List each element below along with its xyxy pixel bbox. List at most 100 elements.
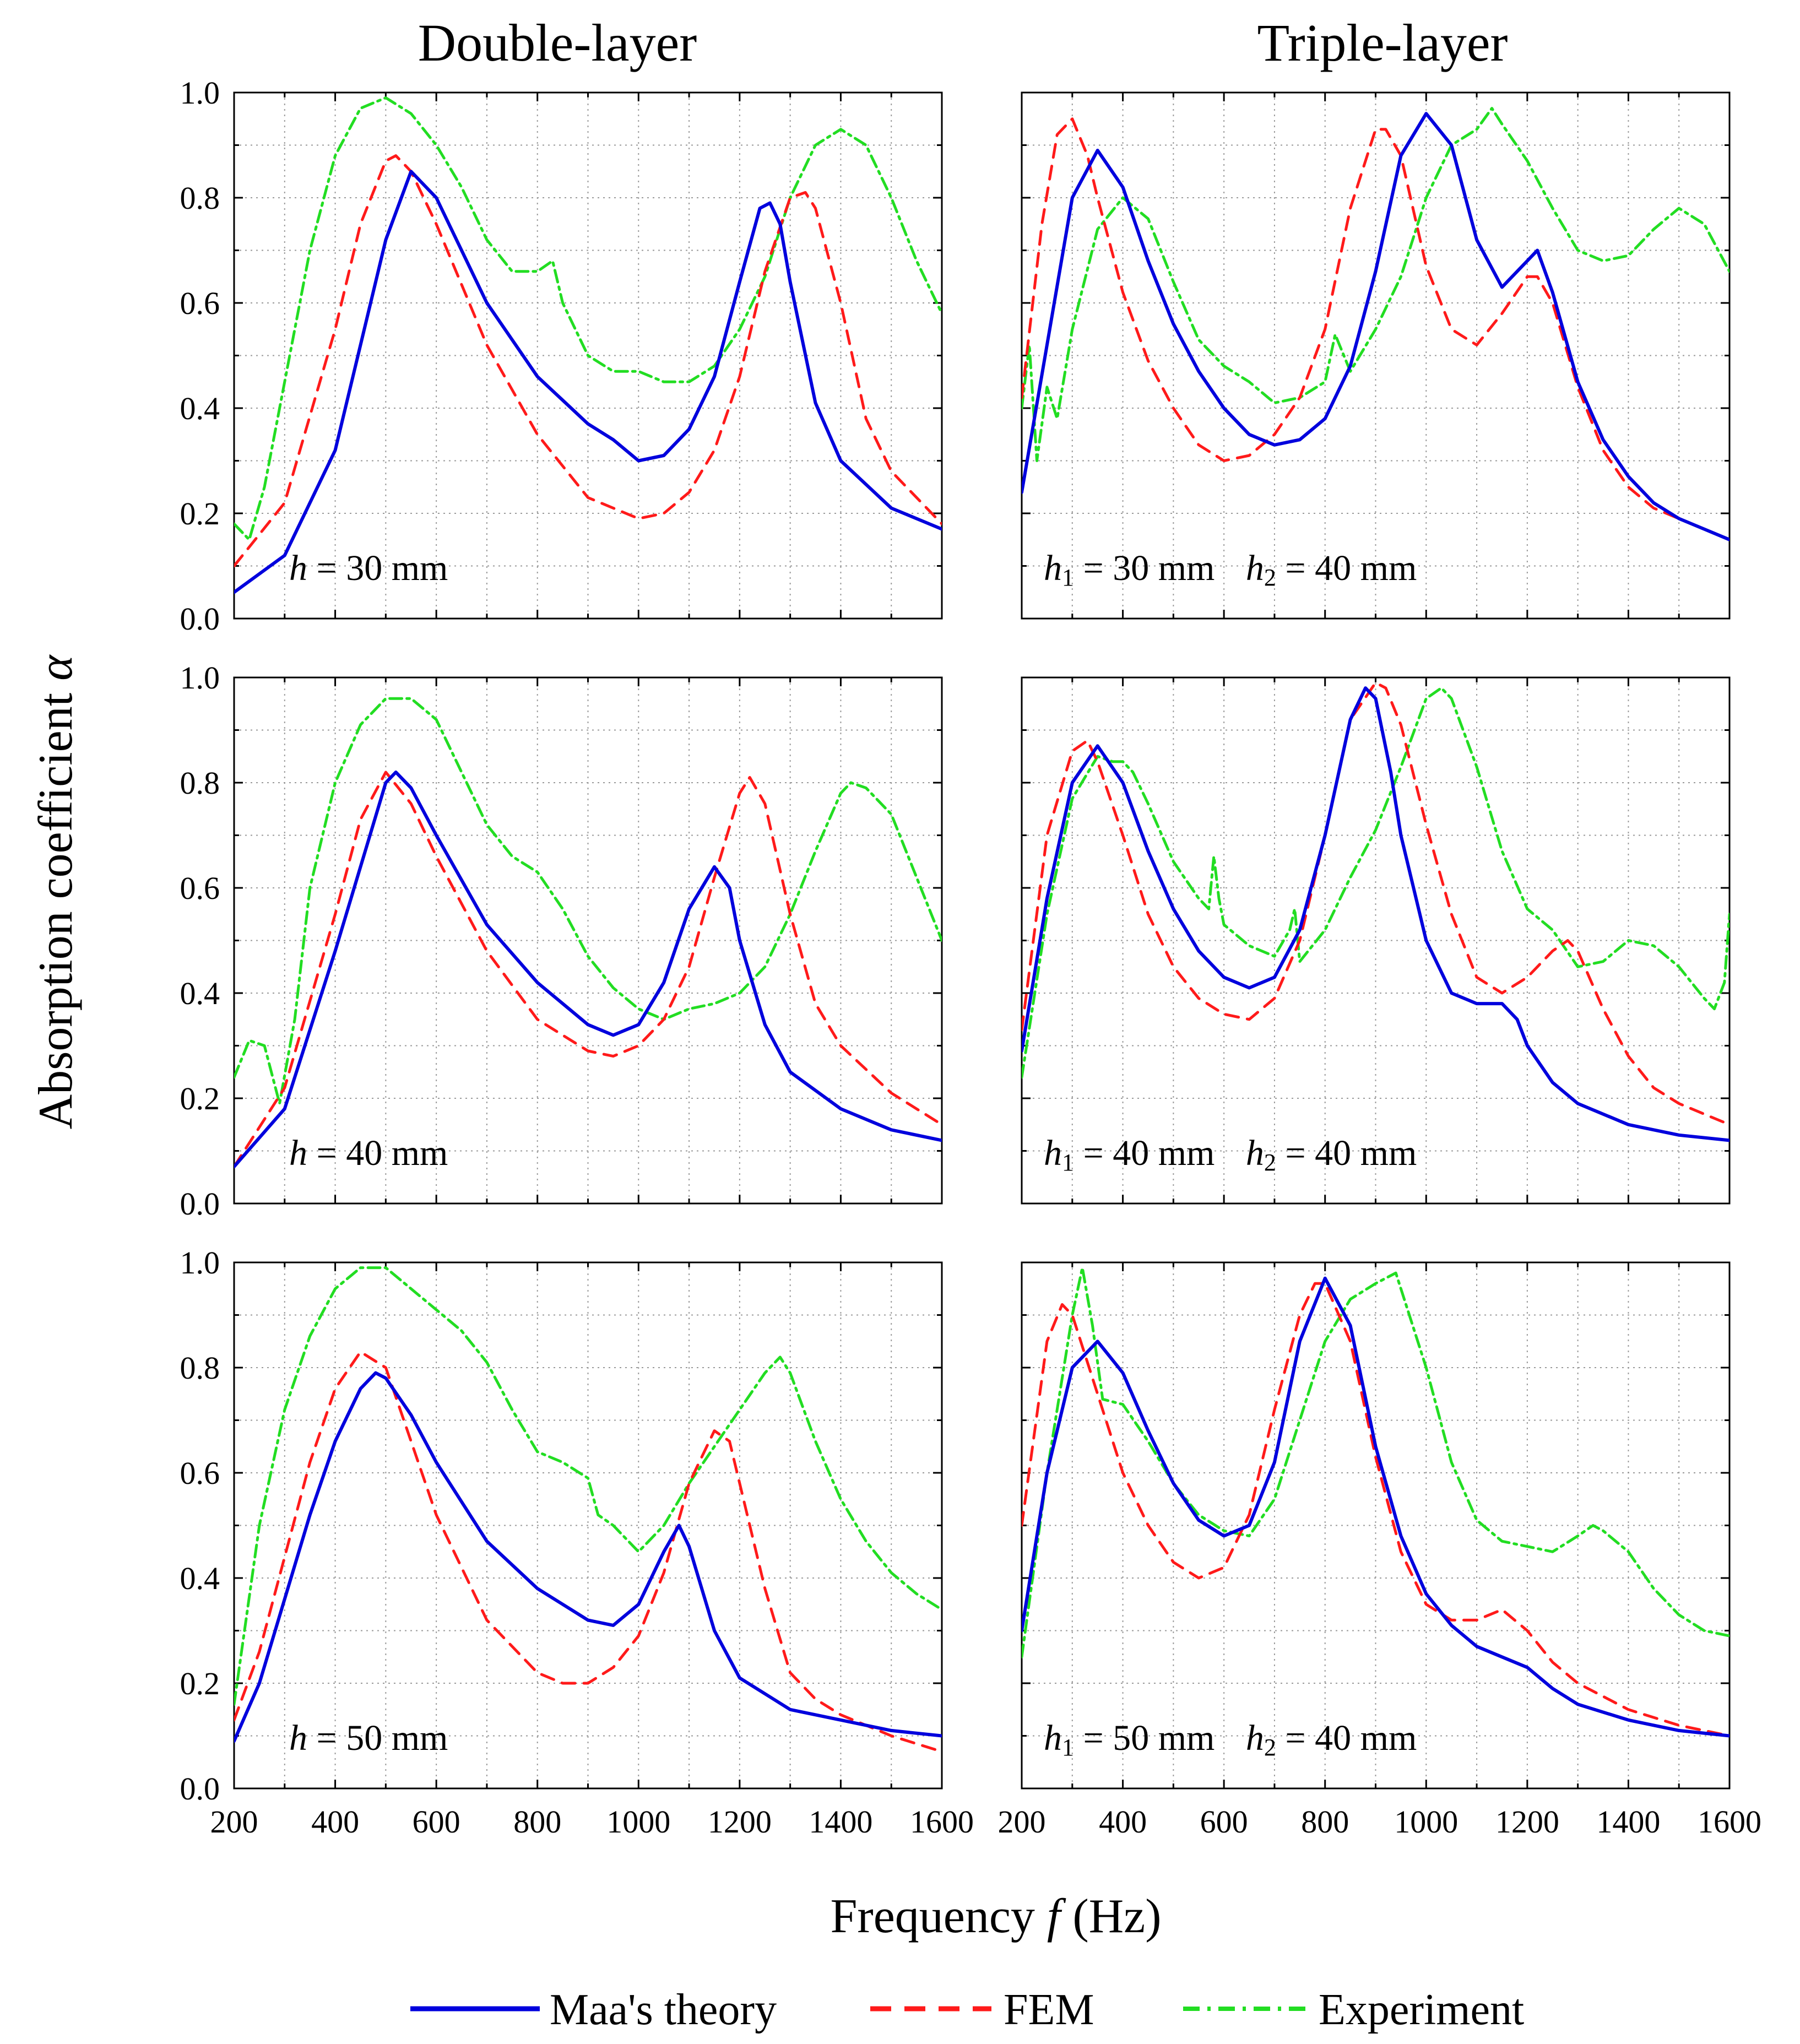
label-value: = 50 mm bbox=[307, 1718, 448, 1758]
label-subscript: 2 bbox=[1264, 1734, 1276, 1761]
y-tick-label: 0.0 bbox=[180, 1771, 220, 1807]
label-variable: h bbox=[1044, 548, 1062, 588]
x-tick-label: 1200 bbox=[1495, 1804, 1559, 1840]
label-subscript: 2 bbox=[1264, 564, 1276, 591]
label-variable: h bbox=[1246, 1133, 1264, 1173]
y-tick-label: 0.4 bbox=[180, 391, 220, 426]
label-variable: h bbox=[1246, 1718, 1264, 1758]
y-tick-label: 0.4 bbox=[180, 975, 220, 1011]
legend-item-fem: FEM bbox=[870, 1986, 1094, 2034]
label-variable: h bbox=[289, 1133, 307, 1173]
panel-parameter-label: h = 30 mm bbox=[289, 548, 448, 588]
label-value: = 40 mm bbox=[1276, 1133, 1417, 1173]
legend-item-maa: Maa's theory bbox=[410, 1986, 777, 2034]
x-tick-label: 800 bbox=[513, 1804, 561, 1840]
y-tick-label: 0.6 bbox=[180, 870, 220, 906]
series-experiment bbox=[234, 697, 942, 1105]
series-maa-s-theory bbox=[1022, 686, 1729, 1142]
x-tick-label: 1400 bbox=[1596, 1804, 1660, 1840]
series-fem bbox=[1022, 1282, 1729, 1737]
panel-double-row1: 0.0 0.2 0.4 0.6 0.8 1.0 h = 30 mm bbox=[180, 75, 943, 637]
x-tick-label: 1600 bbox=[1698, 1804, 1761, 1840]
panel-triple-row1: h1 = 30 mm h2 = 40 mm bbox=[1021, 91, 1731, 620]
x-tick-label: 200 bbox=[210, 1804, 258, 1840]
y-axis-title-main: Absorption coefficient bbox=[29, 681, 83, 1130]
series-fem bbox=[234, 771, 942, 1168]
x-tick-label: 1000 bbox=[1394, 1804, 1458, 1840]
label-value: = 40 mm bbox=[1074, 1133, 1215, 1173]
label-value: = 40 mm bbox=[307, 1133, 448, 1173]
series-experiment bbox=[1022, 107, 1729, 462]
y-axis-title-symbol: α bbox=[29, 654, 83, 681]
y-tick-label: 0.8 bbox=[180, 180, 220, 216]
series-maa-s-theory bbox=[234, 770, 942, 1169]
series-experiment bbox=[234, 96, 942, 541]
y-tick-label: 0.4 bbox=[180, 1560, 220, 1596]
y-tick-label: 0.2 bbox=[180, 496, 220, 532]
label-subscript: 1 bbox=[1062, 1149, 1074, 1176]
label-subscript: 1 bbox=[1062, 564, 1074, 591]
label-value: = 40 mm bbox=[1276, 1718, 1417, 1758]
label-subscript: 1 bbox=[1062, 1734, 1074, 1761]
legend-label-fem: FEM bbox=[1004, 1986, 1094, 2034]
label-gap bbox=[1237, 1718, 1246, 1758]
label-variable: h bbox=[1246, 548, 1264, 588]
panel-double-row3: 0.0 0.2 0.4 0.6 0.8 1.0 200 400 600 800 1000 1200 14… bbox=[180, 1245, 974, 1840]
x-axis-title: Frequency f (Hz) bbox=[830, 1890, 1161, 1943]
y-tick-label: 0.8 bbox=[180, 1350, 220, 1386]
panel-parameter-label: h1 = 50 mm h2 = 40 mm bbox=[1044, 1718, 1417, 1761]
y-tick-label: 0.6 bbox=[180, 285, 220, 321]
series-maa-s-theory bbox=[1022, 112, 1729, 541]
x-axis-title-unit: (Hz) bbox=[1060, 1890, 1161, 1943]
y-tick-label: 0.8 bbox=[180, 765, 220, 801]
x-tick-label: 1600 bbox=[910, 1804, 974, 1840]
x-tick-label: 1200 bbox=[708, 1804, 772, 1840]
series-experiment bbox=[1022, 686, 1729, 1079]
series-maa-s-theory bbox=[234, 170, 942, 594]
y-tick-label: 0.2 bbox=[180, 1081, 220, 1116]
y-tick-label: 1.0 bbox=[180, 660, 220, 696]
series-fem bbox=[234, 154, 942, 567]
y-tick-label: 0.0 bbox=[180, 1186, 220, 1222]
panel-parameter-label: h = 40 mm bbox=[289, 1133, 448, 1173]
y-axis-title: Absorption coefficient α bbox=[29, 654, 83, 1130]
series-maa-s-theory bbox=[234, 1371, 942, 1743]
panel-parameter-label: h1 = 30 mm h2 = 40 mm bbox=[1044, 548, 1417, 591]
x-tick-label: 400 bbox=[311, 1804, 359, 1840]
label-variable: h bbox=[1044, 1133, 1062, 1173]
legend-label-experiment: Experiment bbox=[1319, 1986, 1524, 2034]
x-tick-label: 600 bbox=[1200, 1804, 1248, 1840]
y-tick-label: 1.0 bbox=[180, 1245, 220, 1281]
label-value: = 30 mm bbox=[307, 548, 448, 588]
series-experiment bbox=[234, 1266, 942, 1706]
series-fem bbox=[234, 1350, 942, 1753]
x-tick-label: 200 bbox=[998, 1804, 1046, 1840]
panels: 0.00.20.40.60.81.0h = 30 mm h1 = 30 mm h2… bbox=[180, 75, 1762, 1840]
grid bbox=[1022, 1262, 1729, 1788]
label-gap bbox=[1237, 1133, 1246, 1173]
panel-double-row2: 0.0 0.2 0.4 0.6 0.8 1.0 h = 40 mm bbox=[180, 660, 943, 1222]
x-tick-label: 1400 bbox=[809, 1804, 872, 1840]
panel-parameter-label: h1 = 40 mm h2 = 40 mm bbox=[1044, 1133, 1417, 1176]
label-variable: h bbox=[1044, 1718, 1062, 1758]
y-tick-label: 0.2 bbox=[180, 1666, 220, 1701]
series-fem bbox=[1022, 681, 1729, 1126]
legend-label-maa: Maa's theory bbox=[550, 1986, 777, 2034]
label-gap bbox=[1237, 548, 1246, 588]
column-title-triple: Triple-layer bbox=[1257, 13, 1508, 72]
grid bbox=[234, 92, 942, 619]
legend-item-experiment: Experiment bbox=[1183, 1986, 1524, 2034]
label-value: = 40 mm bbox=[1276, 548, 1417, 588]
series-maa-s-theory bbox=[1022, 1276, 1729, 1738]
legend: Maa's theory FEM Experiment bbox=[410, 1986, 1524, 2034]
series-fem bbox=[1022, 117, 1729, 541]
y-tick-label: 1.0 bbox=[180, 75, 220, 111]
x-tick-label: 600 bbox=[413, 1804, 460, 1840]
label-value: = 30 mm bbox=[1074, 548, 1215, 588]
label-subscript: 2 bbox=[1264, 1149, 1276, 1176]
x-tick-label: 400 bbox=[1099, 1804, 1147, 1840]
panel-triple-row2: h1 = 40 mm h2 = 40 mm bbox=[1021, 676, 1731, 1205]
